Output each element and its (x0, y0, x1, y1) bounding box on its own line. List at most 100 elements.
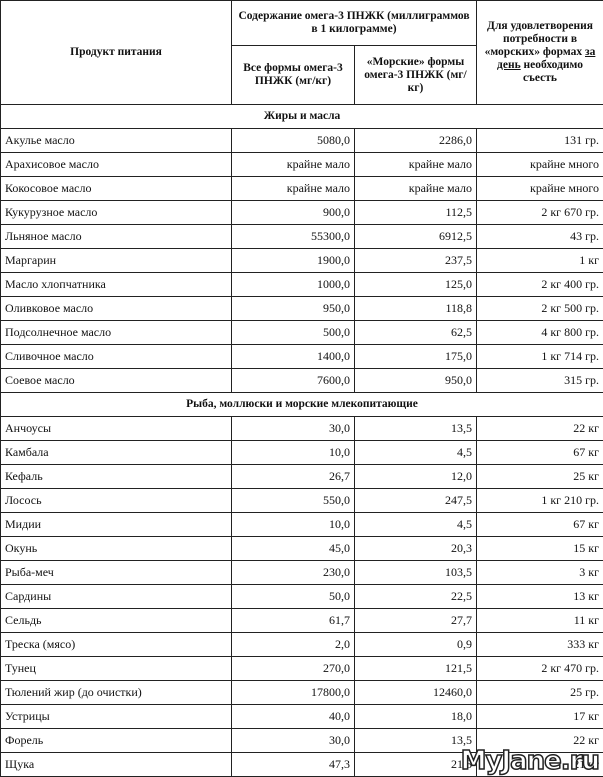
value-cell: 43 гр. (477, 225, 603, 249)
product-cell: Соевое масло (1, 369, 232, 393)
product-cell: Мидии (1, 513, 232, 537)
watermark: MyJane.ru (461, 746, 599, 776)
value-cell: 22,5 (355, 585, 477, 609)
header-all: Все формы омега-3 ПНЖК (мг/кг) (232, 46, 355, 105)
value-cell: 13,5 (355, 417, 477, 441)
value-cell: 5080,0 (232, 129, 355, 153)
value-cell: 3 кг (477, 561, 603, 585)
value-cell: 25 гр. (477, 681, 603, 705)
value-cell: 125,0 (355, 273, 477, 297)
value-cell: 7600,0 (232, 369, 355, 393)
section-row: Жиры и масла (1, 105, 603, 129)
value-cell: 22 кг (477, 417, 603, 441)
value-cell: 13,5 (355, 729, 477, 753)
value-cell: 247,5 (355, 489, 477, 513)
product-cell: Сливочное масло (1, 345, 232, 369)
value-cell: 17800,0 (232, 681, 355, 705)
product-cell: Щука (1, 753, 232, 777)
value-cell: 0,9 (355, 633, 477, 657)
value-cell: 900,0 (232, 201, 355, 225)
value-cell: 40,0 (232, 705, 355, 729)
value-cell: 1000,0 (232, 273, 355, 297)
product-cell: Рыба-меч (1, 561, 232, 585)
value-cell: 67 кг (477, 441, 603, 465)
value-cell: 1 кг 714 гр. (477, 345, 603, 369)
value-cell: 103,5 (355, 561, 477, 585)
value-cell: 131 гр. (477, 129, 603, 153)
value-cell: крайне мало (232, 177, 355, 201)
product-cell: Форель (1, 729, 232, 753)
section-row: Рыба, моллюски и морские млекопитающие (1, 393, 603, 417)
value-cell: 2,0 (232, 633, 355, 657)
value-cell: 27,7 (355, 609, 477, 633)
header-marine: «Морские» формы омега-3 ПНЖК (мг/кг) (355, 46, 477, 105)
value-cell: 4,5 (355, 441, 477, 465)
value-cell: крайне мало (355, 153, 477, 177)
value-cell: 118,8 (355, 297, 477, 321)
value-cell: 25 кг (477, 465, 603, 489)
value-cell: 2 кг 500 гр. (477, 297, 603, 321)
value-cell: 61,7 (232, 609, 355, 633)
value-cell: 11 кг (477, 609, 603, 633)
value-cell: 112,5 (355, 201, 477, 225)
value-cell: 45,0 (232, 537, 355, 561)
value-cell: 4 кг 800 гр. (477, 321, 603, 345)
value-cell: 47,3 (232, 753, 355, 777)
product-cell: Акулье масло (1, 129, 232, 153)
value-cell: 12460,0 (355, 681, 477, 705)
value-cell: 121,5 (355, 657, 477, 681)
value-cell: 333 кг (477, 633, 603, 657)
value-cell: 270,0 (232, 657, 355, 681)
value-cell: крайне мало (232, 153, 355, 177)
value-cell: 1900,0 (232, 249, 355, 273)
value-cell: 315 гр. (477, 369, 603, 393)
value-cell: 10,0 (232, 513, 355, 537)
value-cell: крайне много (477, 177, 603, 201)
value-cell: 175,0 (355, 345, 477, 369)
value-cell: 21,3 (355, 753, 477, 777)
value-cell: 950,0 (355, 369, 477, 393)
product-cell: Треска (мясо) (1, 633, 232, 657)
product-cell: Тюлений жир (до очистки) (1, 681, 232, 705)
value-cell: 237,5 (355, 249, 477, 273)
value-cell: 4,5 (355, 513, 477, 537)
product-cell: Устрицы (1, 705, 232, 729)
value-cell: 13 кг (477, 585, 603, 609)
value-cell: крайне мало (355, 177, 477, 201)
value-cell: 50,0 (232, 585, 355, 609)
value-cell: 1400,0 (232, 345, 355, 369)
value-cell: крайне много (477, 153, 603, 177)
product-cell: Сельдь (1, 609, 232, 633)
value-cell: 67 кг (477, 513, 603, 537)
value-cell: 550,0 (232, 489, 355, 513)
product-cell: Льняное масло (1, 225, 232, 249)
product-cell: Окунь (1, 537, 232, 561)
value-cell: 26,7 (232, 465, 355, 489)
value-cell: 55300,0 (232, 225, 355, 249)
value-cell: 1 кг 210 гр. (477, 489, 603, 513)
value-cell: 18,0 (355, 705, 477, 729)
value-cell: 20,3 (355, 537, 477, 561)
header-text: Для удовлетворения потребности в «морски… (485, 20, 593, 58)
product-cell: Камбала (1, 441, 232, 465)
